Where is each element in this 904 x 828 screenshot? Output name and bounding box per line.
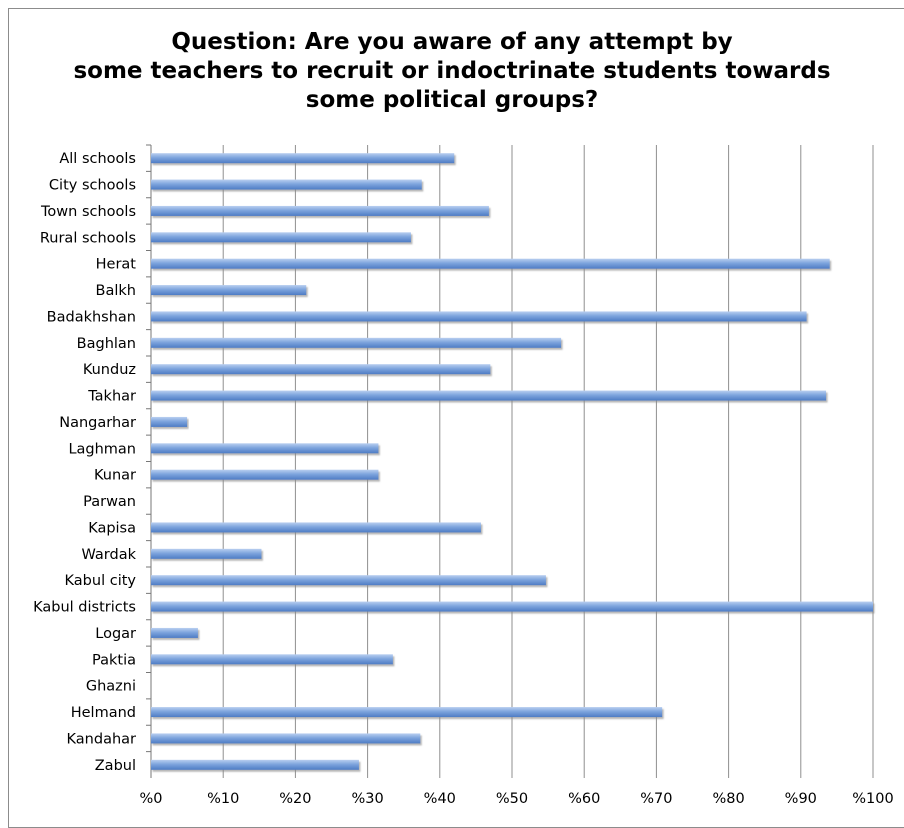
category-labels: All schools City schools Town schools Rural… (33, 151, 136, 774)
category-label: Logar (95, 626, 136, 642)
x-tick-label: %50 (496, 791, 528, 807)
bars (151, 153, 873, 770)
bar (151, 759, 359, 770)
bar (151, 575, 546, 586)
x-tick-label: %0 (139, 791, 162, 807)
bar (151, 153, 455, 164)
bar (151, 258, 830, 269)
category-label: Kabul city (65, 573, 137, 589)
bar (151, 443, 379, 454)
bar (151, 601, 873, 612)
x-tick-label: %60 (568, 791, 600, 807)
bar (151, 627, 198, 638)
category-label: Kunar (94, 468, 136, 484)
x-tick-label: %90 (785, 791, 817, 807)
x-tick-label: %70 (640, 791, 672, 807)
bar (151, 364, 491, 375)
category-label: Kandahar (67, 731, 136, 747)
category-label: Herat (96, 257, 137, 273)
bar (151, 522, 481, 533)
bar (151, 390, 827, 401)
category-label: Paktia (92, 652, 136, 668)
category-label: Wardak (82, 547, 137, 563)
category-label: Helmand (71, 705, 136, 721)
bar (151, 205, 489, 216)
category-label: Kunduz (83, 362, 136, 378)
category-label: City schools (49, 178, 136, 194)
bar (151, 416, 188, 427)
bar (151, 469, 379, 480)
category-label: Parwan (83, 494, 136, 510)
x-tick-label: %30 (351, 791, 383, 807)
x-tick-label: %40 (424, 791, 456, 807)
bar (151, 337, 562, 348)
category-label: Badakhshan (47, 309, 136, 325)
bar (151, 179, 422, 190)
bar (151, 733, 421, 744)
category-label: Kapisa (88, 520, 136, 536)
chart-title: Question: Are you aware of any attempt b… (73, 29, 831, 113)
category-label: All schools (59, 151, 136, 167)
x-axis-ticks: %0 %10 %20 %30 %40 %50 %60 %70 %80 %90 %100 (139, 791, 893, 807)
category-label: Kabul districts (33, 600, 136, 616)
category-label: Laghman (68, 441, 136, 457)
grid-lines (146, 144, 874, 778)
bar (151, 311, 807, 322)
bar (151, 654, 393, 665)
bar (151, 285, 307, 296)
category-label: Takhar (87, 389, 136, 405)
bar (151, 707, 663, 718)
category-label: Baghlan (77, 336, 136, 352)
bar (151, 548, 262, 559)
category-label: Town schools (40, 204, 136, 220)
x-tick-label: %10 (207, 791, 239, 807)
category-label: Rural schools (40, 230, 136, 246)
x-tick-label: %80 (712, 791, 744, 807)
category-label: Zabul (95, 758, 136, 774)
bar (151, 232, 411, 243)
category-label: Ghazni (86, 679, 136, 695)
category-label: Balkh (96, 283, 136, 299)
x-tick-label: %20 (279, 791, 311, 807)
category-label: Nangarhar (59, 415, 136, 431)
x-tick-label: %100 (852, 791, 893, 807)
